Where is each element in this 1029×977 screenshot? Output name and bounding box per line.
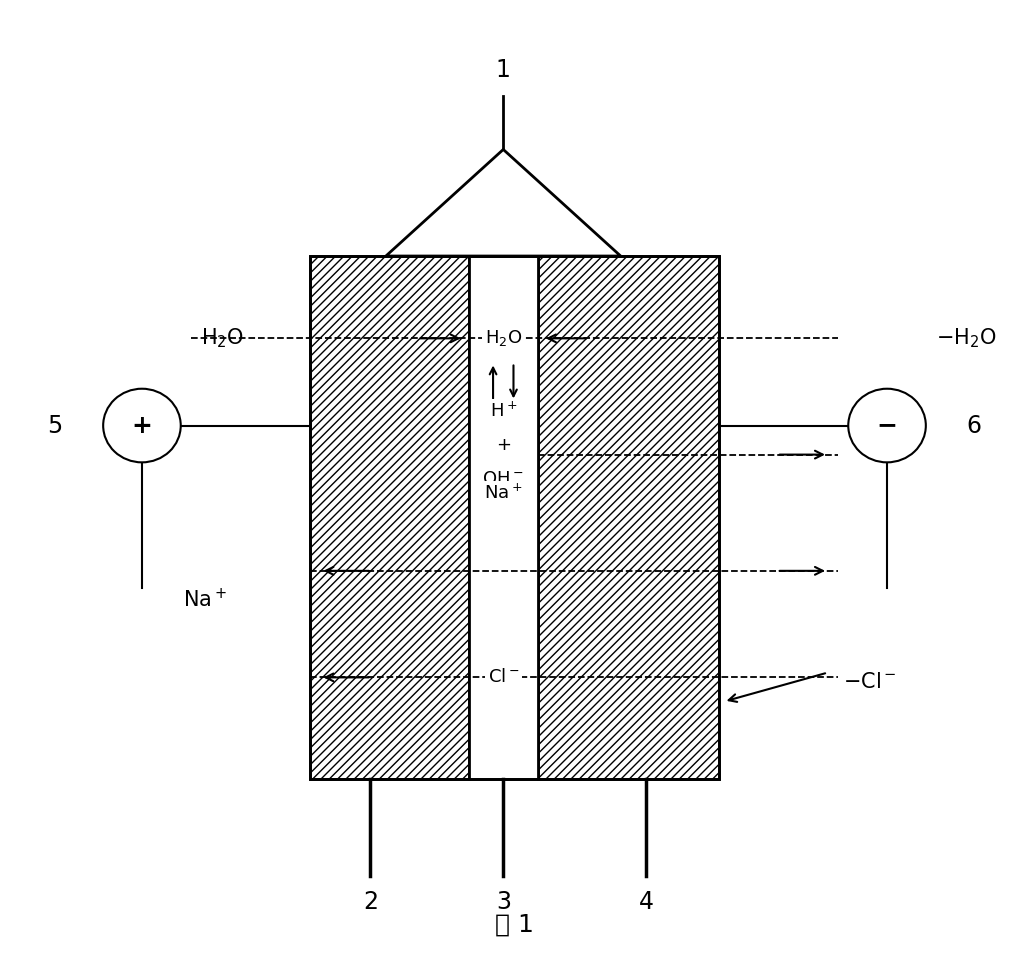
Text: 2: 2 xyxy=(363,890,378,914)
Text: $\mathregular{-H_2O}$: $\mathregular{-H_2O}$ xyxy=(936,326,996,350)
Text: +: + xyxy=(496,436,510,454)
Text: $\mathregular{H^+}$: $\mathregular{H^+}$ xyxy=(490,402,517,421)
Text: 3: 3 xyxy=(496,890,510,914)
Bar xyxy=(538,256,718,779)
Text: $\mathregular{Na^+}$: $\mathregular{Na^+}$ xyxy=(484,484,523,503)
Text: 6: 6 xyxy=(966,413,982,438)
Text: $\mathregular{Na^+}$: $\mathregular{Na^+}$ xyxy=(183,588,226,612)
Text: $\mathregular{H_2O}$: $\mathregular{H_2O}$ xyxy=(485,328,522,349)
Text: $\mathregular{Cl^-}$: $\mathregular{Cl^-}$ xyxy=(488,668,519,687)
Circle shape xyxy=(103,389,181,462)
Text: 图 1: 图 1 xyxy=(495,913,534,936)
Text: +: + xyxy=(132,413,152,438)
Circle shape xyxy=(848,389,926,462)
Text: 1: 1 xyxy=(496,58,510,82)
Text: 5: 5 xyxy=(47,413,63,438)
Text: $\mathregular{-Cl^-}$: $\mathregular{-Cl^-}$ xyxy=(843,672,897,693)
Bar xyxy=(468,256,538,779)
Text: $\mathregular{OH^-}$: $\mathregular{OH^-}$ xyxy=(483,470,524,488)
Bar xyxy=(311,256,718,779)
Text: $\mathregular{H_2O}$: $\mathregular{H_2O}$ xyxy=(201,326,244,350)
Text: 4: 4 xyxy=(639,890,653,914)
Text: −: − xyxy=(877,413,897,438)
Bar xyxy=(311,256,468,779)
